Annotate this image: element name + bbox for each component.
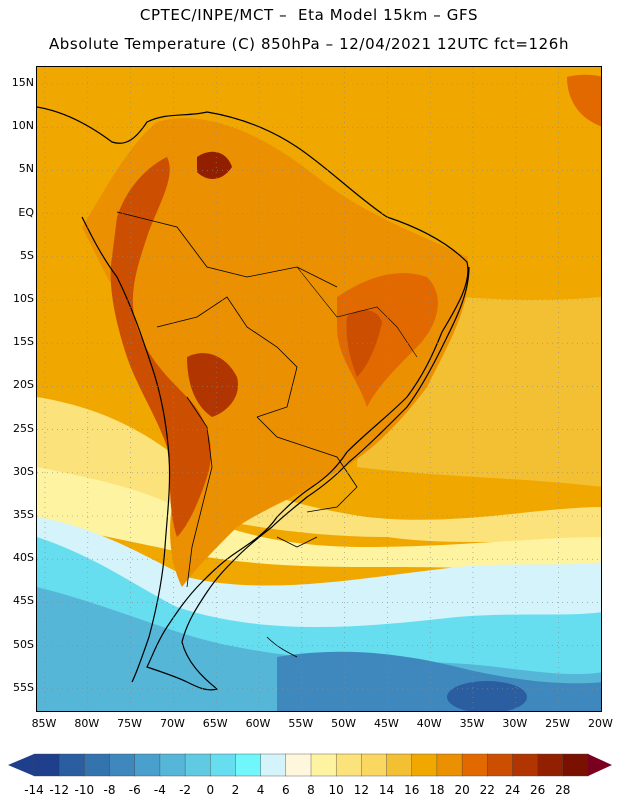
region-front-light bbox=[37, 467, 601, 587]
colorbar-swatch bbox=[386, 753, 413, 777]
colorbar-swatch bbox=[210, 753, 237, 777]
border-peru-bolivia bbox=[156, 296, 298, 418]
border-paraguay bbox=[256, 416, 358, 513]
colorbar-min-arrow bbox=[8, 754, 34, 776]
lat-label: 55S bbox=[13, 680, 34, 694]
colorbar-label: 22 bbox=[479, 783, 495, 797]
brazil-hot bbox=[337, 273, 438, 407]
colorbar-label: -14 bbox=[24, 783, 44, 797]
lat-label: 25S bbox=[13, 421, 34, 435]
colorbar-swatch bbox=[58, 753, 86, 777]
colorbar-label: 20 bbox=[454, 783, 470, 797]
venezuela-hot bbox=[197, 151, 232, 179]
lon-label: 75W bbox=[117, 717, 143, 730]
colorbar-swatch bbox=[487, 753, 514, 777]
lat-label: 35S bbox=[13, 508, 34, 521]
lat-label: 30S bbox=[13, 464, 34, 478]
colorbar-label: 26 bbox=[529, 783, 546, 797]
lon-label: 35W bbox=[459, 717, 485, 730]
colorbar-label: 24 bbox=[504, 783, 521, 797]
colorbar-label: 12 bbox=[353, 783, 369, 797]
colorbar-label: -6 bbox=[128, 783, 141, 797]
colorbar-label: 0 bbox=[206, 783, 215, 797]
colorbar bbox=[8, 753, 612, 777]
lon-label: 65W bbox=[202, 717, 228, 730]
colorbar-label: 28 bbox=[555, 783, 571, 797]
lat-label: 5S bbox=[20, 248, 34, 262]
border-north bbox=[116, 211, 338, 288]
colorbar-label: 14 bbox=[378, 783, 395, 797]
colorbar-swatch bbox=[33, 753, 60, 777]
lat-label: 45S bbox=[13, 594, 34, 608]
colorbar-label: -2 bbox=[179, 783, 192, 797]
lat-label: 5N bbox=[18, 162, 34, 176]
coastline-west bbox=[81, 216, 171, 683]
colorbar-swatch bbox=[285, 753, 312, 777]
colorbar-swatch bbox=[562, 753, 589, 777]
colorbar-label: -12 bbox=[49, 783, 69, 797]
region-cold-core bbox=[447, 681, 527, 711]
border-uruguay bbox=[276, 536, 318, 548]
lat-label: 20S bbox=[13, 378, 34, 392]
colorbar-label: 2 bbox=[231, 783, 240, 797]
brazil-hot-core bbox=[346, 310, 382, 377]
colorbar-label: -10 bbox=[74, 783, 95, 797]
colorbar-swatch bbox=[235, 753, 262, 777]
colorbar-label: -4 bbox=[153, 783, 166, 797]
colorbar-label: -8 bbox=[103, 783, 116, 797]
colorbar-swatch bbox=[512, 753, 539, 777]
colorbar-swatch bbox=[411, 753, 438, 777]
lon-label: 55W bbox=[288, 717, 314, 730]
colorbar-swatch bbox=[461, 753, 488, 777]
lat-label: 15N bbox=[11, 76, 34, 89]
lon-label: 30W bbox=[502, 717, 528, 730]
colorbar-swatch bbox=[159, 753, 186, 777]
colorbar-label: 4 bbox=[256, 783, 265, 797]
lon-label: 25W bbox=[545, 717, 571, 730]
colorbar-label: 16 bbox=[404, 783, 420, 797]
lat-label: 10S bbox=[13, 292, 34, 305]
coastline-east bbox=[37, 106, 470, 691]
colorbar-swatch bbox=[310, 753, 337, 777]
caribbean-hot bbox=[567, 74, 601, 127]
lon-label: 40W bbox=[416, 717, 442, 730]
colorbar-label: 6 bbox=[281, 783, 290, 797]
lat-label: 50S bbox=[13, 637, 34, 651]
colorbar-max-arrow bbox=[588, 754, 612, 776]
colorbar-swatch bbox=[260, 753, 287, 777]
temperature-map bbox=[36, 66, 602, 712]
lon-label: 45W bbox=[373, 717, 399, 730]
colorbar-label: 8 bbox=[307, 783, 315, 797]
colorbar-swatch bbox=[361, 753, 388, 777]
lon-label: 80W bbox=[74, 717, 100, 730]
colorbar-swatch bbox=[134, 753, 161, 777]
lat-label: 10N bbox=[11, 119, 34, 133]
lat-label: 15S bbox=[13, 335, 34, 349]
lon-label: 70W bbox=[159, 717, 185, 730]
falklands bbox=[266, 636, 298, 658]
andes-hot bbox=[110, 157, 211, 537]
lat-label: EQ bbox=[18, 205, 34, 219]
lon-label: 85W bbox=[31, 717, 57, 730]
colorbar-swatch bbox=[109, 753, 136, 777]
colorbar-label: 10 bbox=[328, 783, 344, 797]
andes-hot-core bbox=[187, 353, 238, 417]
chart-subtitle: Absolute Temperature (C) 850hPa – 12/04/… bbox=[48, 35, 570, 53]
colorbar-swatch bbox=[335, 753, 363, 777]
lat-label: 40S bbox=[13, 551, 34, 565]
lon-label: 60W bbox=[245, 717, 271, 730]
border-chile-argentina bbox=[186, 396, 213, 588]
colorbar-swatch bbox=[537, 753, 564, 777]
border-brazil-states bbox=[296, 266, 418, 358]
colorbar-swatch bbox=[184, 753, 211, 777]
map-canvas bbox=[37, 67, 601, 711]
colorbar-label: 18 bbox=[429, 783, 445, 797]
colorbar-swatch bbox=[436, 753, 463, 777]
colorbar-swatch bbox=[84, 753, 111, 777]
lon-label: 50W bbox=[331, 717, 357, 730]
lon-label: 20W bbox=[587, 717, 613, 730]
chart-title: CPTEC/INPE/MCT – Eta Model 15km – GFS bbox=[139, 6, 479, 24]
